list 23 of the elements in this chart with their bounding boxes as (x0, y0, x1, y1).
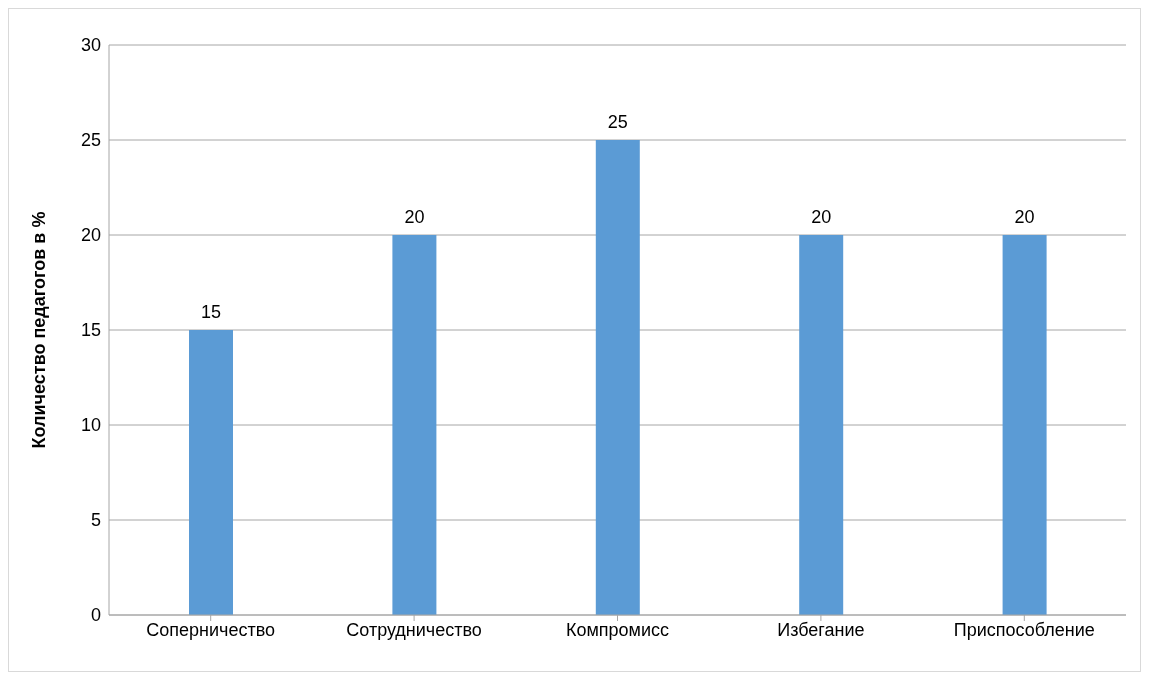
data-label: 20 (811, 207, 832, 227)
y-tick-label: 0 (90, 605, 101, 626)
y-tick-label: 25 (80, 130, 101, 151)
bar (595, 140, 640, 615)
y-tick-label: 5 (90, 510, 101, 531)
bar (1002, 235, 1047, 615)
y-tick-label: 15 (80, 320, 101, 341)
x-tick-label: Избегание (777, 619, 865, 640)
x-tick-label: Соперничество (146, 619, 276, 640)
x-tick-label: Компромисс (565, 619, 670, 640)
y-tick-label: 20 (80, 225, 101, 246)
data-label: 20 (1014, 207, 1035, 227)
data-label: 15 (200, 302, 222, 322)
y-tick-label: 30 (80, 35, 101, 56)
data-label: 20 (404, 207, 425, 227)
y-axis-title: Количество педагогов в % (29, 211, 50, 449)
y-tick-label: 10 (80, 415, 101, 436)
x-tick-label: Сотрудничество (346, 619, 482, 640)
bar (392, 235, 437, 615)
x-tick-label: Приспособление (953, 619, 1095, 640)
bar (799, 235, 844, 615)
bar (189, 330, 233, 615)
data-label: 25 (607, 112, 628, 132)
